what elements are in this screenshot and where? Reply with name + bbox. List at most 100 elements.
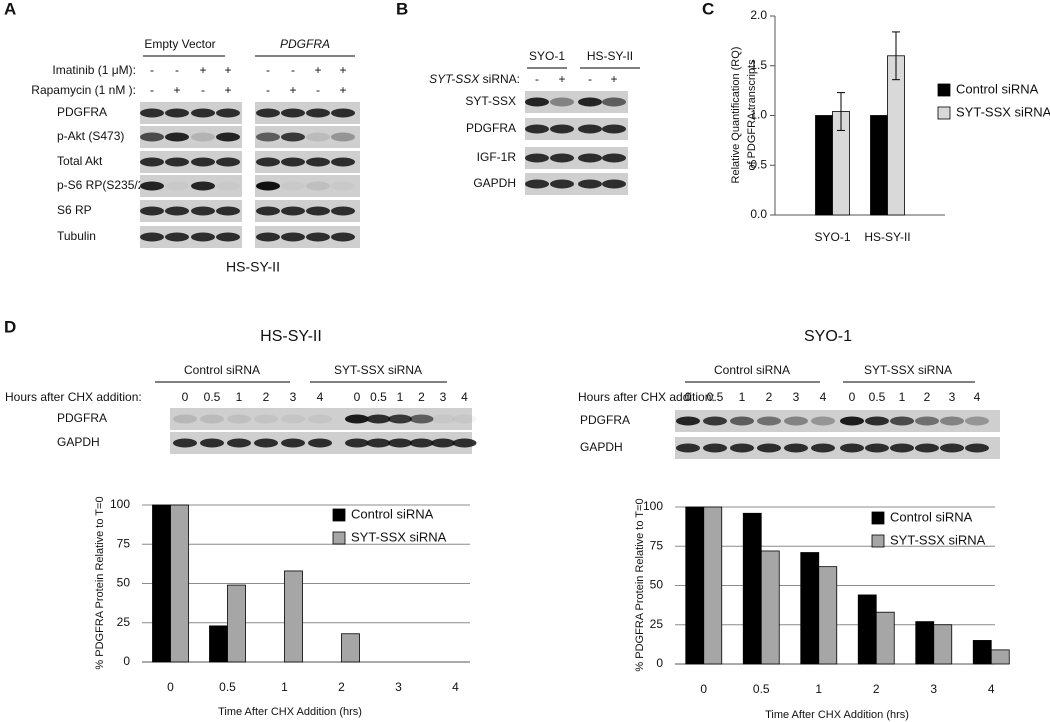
legend-label: Control siRNA [956,81,1039,96]
x-tick-label: 1 [815,682,822,696]
y-tick-label: 0.5 [750,157,767,171]
blot-band [308,438,332,448]
blot-band [140,132,164,142]
bar [227,584,246,663]
bar [972,640,992,665]
bar [170,504,189,663]
blot-strip [675,410,1000,432]
blot-band [165,132,189,142]
blot-band [525,97,549,107]
group-label: HS-SY-II [587,49,633,63]
legend-swatch [332,508,346,522]
blot-band [452,414,477,424]
y-tick-label: 100 [110,497,130,511]
blot-band [191,108,215,118]
blot-band [331,206,355,216]
row-label: GAPDH [473,176,516,190]
bar [742,512,762,665]
blot-strip [675,437,1000,459]
blot-strip [525,147,628,169]
row-label: Total Akt [57,154,103,168]
bar [875,611,895,665]
x-tick-label: 4 [452,680,459,694]
blot-band [306,108,330,118]
group-label: Control siRNA [184,363,260,377]
blot-band [331,108,355,118]
blot-band [703,416,727,426]
row-label: PDGFRA [57,105,107,119]
group-label: SYT-SSX siRNA [334,363,422,377]
blot-band [281,132,305,142]
row-label: Tubulin [57,229,96,243]
blot-band [366,414,391,424]
blot-band [409,414,434,424]
blot-band [173,438,197,448]
blot-band [840,416,864,426]
blot-band [216,157,240,167]
blot-title: SYO-1 [804,328,852,345]
x-tick-label: 0.5 [753,682,770,696]
blot-band [306,181,330,191]
bar [915,621,935,665]
treatment-sign: - [316,83,320,97]
bar [703,506,723,665]
blot-band [256,232,280,242]
hour-label: 3 [440,390,447,404]
blot-band [940,416,964,426]
blot-band [331,157,355,167]
blot-band [431,438,455,448]
row-label: S6 RP [57,203,92,217]
blot-band [550,153,574,163]
x-axis-label: Time After CHX Addition (hrs) [765,709,909,721]
panel-label: D [4,317,16,336]
row-label: p-S6 RP(S235/236) [57,178,162,192]
treatment-sign: - [201,83,205,97]
blot-band [676,443,700,453]
blot-band [254,438,278,448]
blot-band [281,414,305,424]
treatment-sign: - [175,63,179,77]
legend-label: SYT-SSX siRNA [956,104,1050,119]
blot-band [730,443,754,453]
blot-band [306,206,330,216]
treatment-sign: + [339,63,346,77]
hour-label: 3 [290,390,297,404]
treatment-sign: - [266,83,270,97]
blot-band [784,443,808,453]
legend-swatch [937,83,951,97]
treatment-label: SYT-SSX siRNA: [429,72,520,86]
y-tick-label: 75 [650,538,664,552]
row-label: SYT-SSX [465,94,516,108]
blot-band [281,182,305,191]
bar [933,624,953,665]
blot-band [915,443,939,453]
blot-band [165,108,189,118]
blot-band [452,438,477,448]
legend-label: Control siRNA [351,506,434,521]
cell-line: HS-SY-II [226,259,280,275]
y-tick-label: 1.5 [750,58,767,72]
blot-strip [525,91,628,113]
x-tick-label: 3 [395,680,402,694]
blot-band [191,132,215,142]
blot-band [757,416,781,426]
legend-label: SYT-SSX siRNA [351,529,447,544]
blot-band [191,206,215,216]
blot-band [550,124,574,134]
hour-label: 0.5 [869,390,886,404]
row-label: PDGFRA [466,121,516,135]
hours-label: Hours after CHX addition: [578,390,715,404]
legend-swatch [871,534,885,548]
hour-label: 1 [397,390,404,404]
blot-band [281,232,305,242]
treatment-italic: SYT-SSX [429,72,480,86]
blot-band [409,438,434,448]
blot-band [840,443,864,453]
blot-strip [255,126,360,148]
treatment-sign: - [150,63,154,77]
blot-band [676,416,700,426]
blot-band [140,232,164,242]
y-axis-label: Relative Quantification (RQ) [730,47,742,184]
y-tick-label: 50 [650,578,664,592]
